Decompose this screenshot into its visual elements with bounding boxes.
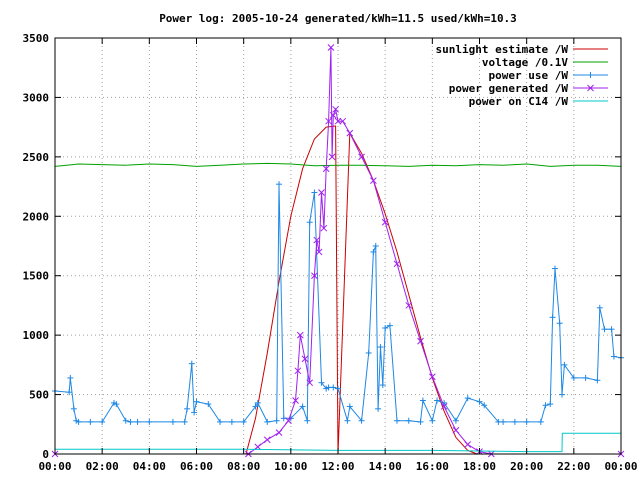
x-tick-label: 02:00 [86, 460, 119, 473]
legend-entry: voltage /0.1V [482, 56, 608, 69]
data-point [325, 117, 332, 125]
data-point [275, 429, 283, 436]
data-point [328, 153, 336, 161]
data-point [440, 403, 448, 410]
data-point [587, 84, 594, 92]
data-point [370, 177, 377, 184]
data-point [292, 397, 299, 404]
series-layer [51, 44, 625, 458]
data-point [263, 436, 271, 444]
series-3 [51, 44, 625, 458]
series-line [54, 184, 622, 423]
y-tick-label: 1000 [23, 329, 50, 342]
data-point [358, 153, 365, 161]
data-point [315, 248, 323, 256]
x-tick-label: 08:00 [227, 460, 260, 473]
data-point [311, 272, 318, 280]
grid-lines [55, 38, 621, 454]
y-tick-label: 3500 [23, 32, 50, 45]
legend-entry: power use /W [489, 69, 608, 82]
series-line [54, 162, 622, 167]
series-2 [52, 181, 624, 425]
y-axis: 0 500 1000 1500 2000 2500 3000 3500 [23, 32, 621, 461]
data-point [428, 373, 436, 381]
data-point [318, 189, 325, 196]
data-point [393, 260, 401, 268]
data-point [452, 426, 460, 434]
legend-label: power generated /W [449, 82, 569, 95]
x-tick-label: 10:00 [274, 460, 307, 473]
series-0 [55, 125, 621, 455]
y-tick-label: 0 [42, 448, 49, 461]
data-point [464, 441, 472, 448]
data-point [301, 355, 309, 363]
x-tick-label: 12:00 [321, 460, 354, 473]
x-tick-label: 18:00 [463, 460, 496, 473]
x-tick-label: 14:00 [369, 460, 402, 473]
legend-label: voltage /0.1V [482, 56, 568, 69]
x-tick-label: 22:00 [557, 460, 590, 473]
legend-entry: power generated /W [449, 82, 608, 95]
x-tick-label: 06:00 [180, 460, 213, 473]
legend-label: power use /W [489, 69, 569, 82]
x-tick-label: 20:00 [510, 460, 543, 473]
data-point [313, 236, 321, 244]
data-point [405, 302, 413, 309]
data-point [417, 337, 424, 345]
x-tick-label: 00:00 [38, 460, 71, 473]
data-point [329, 111, 337, 119]
data-point [322, 165, 330, 173]
data-point [285, 417, 292, 425]
data-point [339, 117, 347, 125]
series-line [55, 125, 621, 455]
y-tick-label: 2500 [23, 151, 50, 164]
data-point [381, 218, 389, 226]
x-tick-label: 04:00 [133, 460, 166, 473]
x-tick-label: 00:00 [604, 460, 637, 473]
data-point [294, 367, 302, 375]
y-tick-label: 3000 [23, 91, 50, 104]
legend-entry: sunlight estimate /W [436, 43, 608, 56]
chart-title: Power log: 2005-10-24 generated/kWh=11.5… [159, 12, 517, 25]
data-point [346, 129, 354, 137]
data-point [327, 44, 335, 51]
legend-label: power on C14 /W [469, 95, 569, 108]
x-tick-label: 16:00 [416, 460, 449, 473]
y-tick-label: 2000 [23, 210, 50, 223]
x-axis: 00:00 02:00 04:00 06:00 08:00 10:00 12:00 14:00… [38, 38, 638, 473]
data-point [296, 331, 304, 339]
series-1 [54, 162, 622, 167]
data-point [320, 224, 328, 232]
series-line [55, 47, 621, 455]
data-point [334, 117, 342, 125]
data-point [332, 105, 339, 113]
data-point [306, 379, 314, 387]
y-tick-label: 1500 [23, 270, 50, 283]
legend-entry: power on C14 /W [469, 95, 608, 108]
y-tick-label: 500 [29, 389, 49, 402]
legend-label: sunlight estimate /W [436, 43, 569, 56]
